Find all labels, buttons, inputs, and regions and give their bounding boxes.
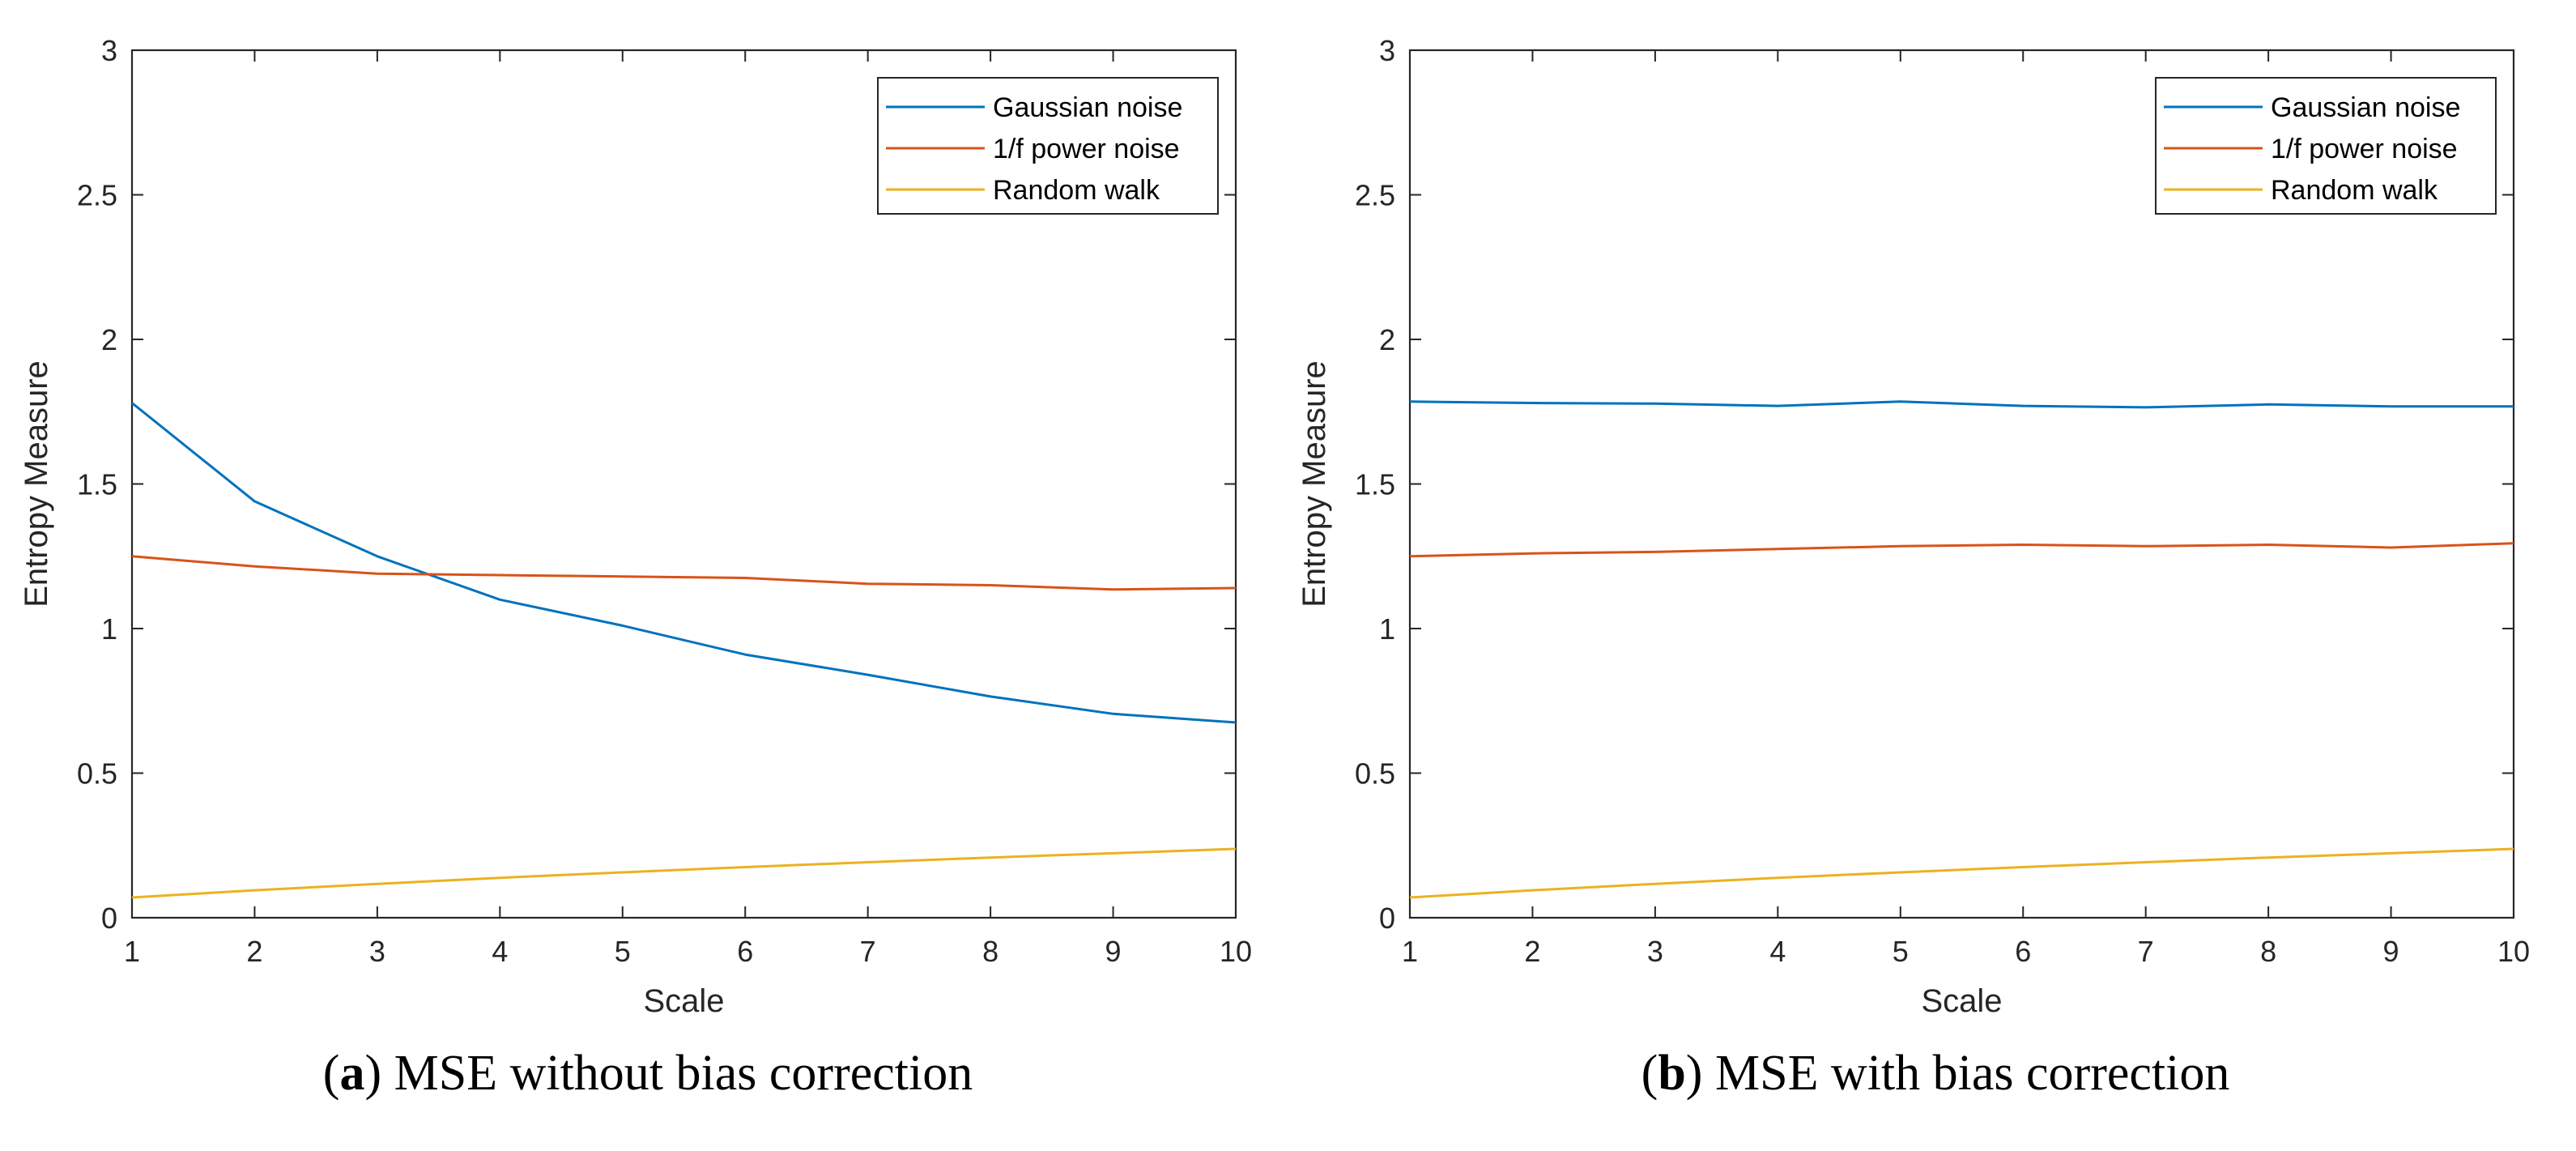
panel-b-y-tick-label: 2.5 [1355,179,1395,212]
panel-a-legend: Gaussian noise 1/f power noise Random walk [877,77,1219,215]
panel-b-x-tick-label: 1 [1402,935,1418,968]
panel-a-x-tick-label: 4 [492,935,508,968]
panel-b-y-tick-label: 1 [1379,612,1395,646]
panel-a-legend-box [877,77,1219,215]
panel-b: 1 2 3 4 5 6 7 8 9 10 0 0.5 1 1.5 2 2.5 3 Scale Entropy Mea… [1297,34,2530,1019]
panel-a-x-tick-label: 2 [246,935,262,968]
panel-a-x-axis-label: Scale [643,983,724,1019]
panel-a-y-tick-label: 0.5 [77,757,117,791]
panel-b-y-tick-label: 0 [1379,902,1395,935]
panel-b-y-tick-label: 3 [1379,34,1395,67]
panel-b-x-tick-label: 2 [1524,935,1540,968]
panel-a-legend-label: 1/f power noise [993,134,1180,164]
panel-a-y-tick-label: 1.5 [77,468,117,501]
panel-b-x-tick-label: 8 [2260,935,2276,968]
caption-a-text: MSE without bias correction [394,1046,973,1101]
panel-b-series-random-walk-line [1409,847,2514,899]
panel-b-x-tick-label: 9 [2383,935,2399,968]
caption-b-letter: b [1658,1046,1686,1101]
panel-b-x-tick-label: 7 [2138,935,2154,968]
panel-b-y-axis-label: Entropy Measure [1297,360,1332,607]
panel-a-series-1-f-power-noise-line [131,555,1237,591]
panel-b-x-tick-label: 10 [2497,935,2530,968]
panel-a-x-tick-label: 6 [737,935,753,968]
panel-a-x-tick-label: 8 [982,935,998,968]
panel-a-y-tick-label: 2.5 [77,179,117,212]
caption-a-letter: a [339,1046,365,1101]
panel-a-y-tick-label: 0 [101,902,117,935]
panel-a-x-tick-label: 7 [860,935,876,968]
panel-a-series-random-walk-line [131,847,1237,899]
panel-b-x-tick-label: 4 [1769,935,1786,968]
panel-a-x-tick-label: 1 [124,935,140,968]
panel-b-y-tick-label: 2 [1379,323,1395,356]
panel-b-x-axis-label: Scale [1921,983,2002,1019]
panel-a: 1 2 3 4 5 6 7 8 9 10 0 0.5 1 1.5 2 2.5 3 Scale Entropy Mea… [19,34,1252,1019]
panel-a-x-tick-label: 10 [1220,935,1252,968]
panel-a-x-tick-label: 5 [615,935,631,968]
panel-b-y-tick-label: 1.5 [1355,468,1395,501]
panel-b-legend-label: 1/f power noise [2271,134,2458,164]
caption-a: (a) MSE without bias correction [322,1046,973,1101]
panel-b-legend-box [2155,77,2497,215]
panel-a-y-axis-label: Entropy Measure [19,360,54,607]
panel-b-legend: Gaussian noise 1/f power noise Random walk [2155,77,2497,215]
panel-b-legend-label: Gaussian noise [2271,92,2460,123]
caption-b: (b) MSE with bias correction [1641,1046,2230,1101]
panel-b-series-1-f-power-noise-line [1409,542,2514,558]
panel-a-y-tick-label: 3 [101,34,117,67]
panel-b-x-tick-label: 6 [2015,935,2031,968]
panel-b-x-tick-label: 5 [1893,935,1909,968]
panel-b-legend-label: Random walk [2271,175,2438,206]
panel-b-y-tick-label: 0.5 [1355,757,1395,791]
panel-a-y-tick-label: 2 [101,323,117,356]
panel-a-x-tick-label: 9 [1105,935,1122,968]
caption-b-text: MSE with bias correction [1714,1046,2230,1101]
panel-a-legend-label: Gaussian noise [993,92,1182,123]
panel-b-x-tick-label: 3 [1647,935,1663,968]
panel-b-series-gaussian-noise-line [1409,400,2514,409]
panel-a-x-tick-label: 3 [369,935,385,968]
panel-a-y-tick-label: 1 [101,612,117,646]
panel-a-legend-label: Random walk [993,175,1160,206]
panel-a-series-gaussian-noise-line [131,402,1237,724]
